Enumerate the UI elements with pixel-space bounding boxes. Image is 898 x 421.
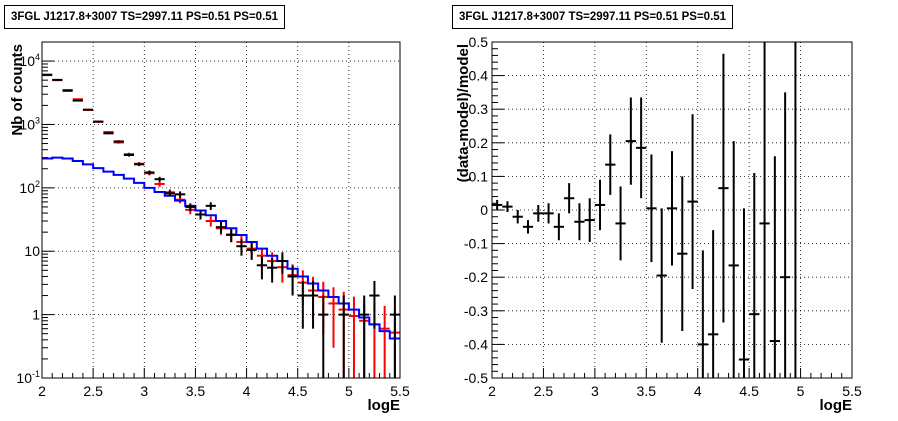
right-x-tick-label: 2.5 <box>534 383 554 399</box>
left-x-tick-label: 4 <box>243 383 251 399</box>
left-x-tick-label: 2.5 <box>83 383 103 399</box>
right-x-tick-label: 3.5 <box>637 383 657 399</box>
right-y-tick-label: 0.4 <box>469 68 489 84</box>
right-y-tick-label: 0 <box>480 202 488 218</box>
right-y-tick-label: -0.3 <box>464 303 488 319</box>
right-x-tick-label: 2 <box>488 383 496 399</box>
right-x-axis-label: logE <box>820 397 853 414</box>
right-x-tick-label: 3 <box>591 383 599 399</box>
left-x-tick-label: 4.5 <box>288 383 308 399</box>
left-x-tick-label: 3 <box>140 383 148 399</box>
left-y-axis-label: Nb of counts <box>9 44 26 136</box>
right-x-tick-label: 5.5 <box>842 383 862 399</box>
left-plot-title: 3FGL J1217.8+3007 TS=2997.11 PS=0.51 PS=… <box>4 5 286 29</box>
right-y-tick-label: 0.3 <box>469 101 489 117</box>
left-plot-area <box>42 42 400 378</box>
right-y-tick-label: 0.5 <box>469 34 489 50</box>
right-x-tick-label: 4.5 <box>739 383 759 399</box>
right-plot-title: 3FGL J1217.8+3007 TS=2997.11 PS=0.51 PS=… <box>452 5 734 29</box>
right-y-tick-label: 0.1 <box>469 168 489 184</box>
right-y-tick-label: -0.2 <box>464 269 488 285</box>
model-step-line <box>42 156 400 340</box>
right-y-tick-label: -0.5 <box>464 370 488 386</box>
right-x-tick-label: 5 <box>797 383 805 399</box>
left-y-tick-label: 103 <box>19 115 40 132</box>
right-y-axis-label: (data-model)/model <box>455 44 472 182</box>
left-y-tick-label: 10-1 <box>16 369 40 386</box>
left-y-tick-label: 10 <box>24 243 40 259</box>
right-x-tick-label: 4 <box>694 383 702 399</box>
left-x-tick-label: 3.5 <box>186 383 206 399</box>
right-y-tick-label: -0.4 <box>464 336 488 352</box>
left-x-tick-label: 2 <box>38 383 46 399</box>
right-y-tick-label: 0.2 <box>469 135 489 151</box>
left-y-tick-label: 102 <box>19 179 40 196</box>
left-x-axis-label: logE <box>368 397 401 414</box>
left-plot-frame <box>41 41 401 379</box>
left-x-tick-label: 5 <box>345 383 353 399</box>
left-y-tick-label: 104 <box>19 52 40 69</box>
left-x-tick-label: 5.5 <box>390 383 410 399</box>
left-y-tick-label: 1 <box>32 307 40 323</box>
right-y-tick-label: -0.1 <box>464 236 488 252</box>
